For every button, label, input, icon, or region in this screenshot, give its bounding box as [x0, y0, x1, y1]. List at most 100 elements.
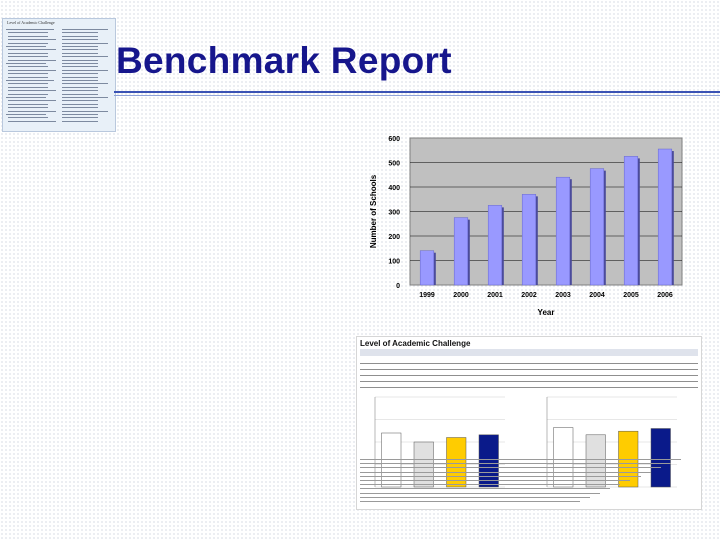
thumbnail-line — [8, 100, 56, 102]
bar-2003 — [555, 176, 571, 286]
thumbnail-line — [8, 35, 48, 37]
thumbnail-line — [62, 76, 98, 78]
report-text-line — [360, 488, 611, 490]
thumbnail-line — [8, 120, 56, 122]
thumbnail-line — [62, 114, 98, 115]
report-text-line — [360, 463, 671, 465]
slide-title: Benchmark Report — [116, 40, 452, 81]
thumbnail-line — [62, 32, 98, 34]
thumbnail-table — [6, 29, 112, 128]
thumbnail-line — [8, 32, 48, 34]
thumbnail-line — [8, 107, 48, 109]
bar-2002 — [521, 194, 537, 286]
thumbnail-line — [6, 114, 46, 115]
report-table-lines — [360, 359, 698, 389]
report-text-line — [360, 471, 651, 473]
thumbnail-line — [8, 90, 56, 92]
y-tick-label: 300 — [388, 210, 400, 217]
y-tick-label: 500 — [388, 161, 400, 168]
report-title: Level of Academic Challenge — [360, 339, 471, 348]
mini-bar — [381, 432, 402, 488]
mini-bar — [650, 428, 671, 488]
thumbnail-line — [62, 117, 98, 119]
thumbnail-line — [8, 86, 48, 88]
thumbnail-title: Level of Academic Challenge — [7, 20, 55, 25]
report-table-rule — [360, 381, 698, 382]
bar-2004 — [589, 168, 605, 286]
thumbnail-line — [62, 49, 98, 51]
thumbnail-line — [62, 66, 98, 68]
report-table-rule — [360, 387, 698, 388]
thumbnail-line — [8, 110, 56, 112]
thumbnail-line — [62, 86, 98, 88]
thumbnail-line — [8, 66, 48, 68]
thumbnail-line — [62, 80, 98, 81]
report-table-rule — [360, 369, 698, 370]
report-text-line — [360, 475, 641, 477]
y-tick-label: 200 — [388, 234, 400, 241]
thumbnail-line — [62, 97, 108, 98]
schools-by-year-chart: 0 100 200 300 400 500 600 1999 2000 2001 2002 2003 2… — [369, 136, 683, 317]
thumbnail-line — [62, 39, 98, 41]
thumbnail-line — [62, 107, 98, 109]
mini-bar — [478, 434, 499, 488]
thumbnail-line — [62, 29, 108, 30]
bar-1999 — [419, 250, 435, 286]
x-axis-label: Year — [538, 308, 555, 317]
thumbnail-line — [62, 42, 108, 44]
title-rule-thin — [114, 95, 720, 96]
thumbnail-line — [6, 46, 46, 47]
report-text-line — [360, 459, 682, 460]
y-tick-label: 400 — [388, 185, 400, 192]
senior-mini-chart — [546, 396, 677, 488]
bar-2000 — [453, 217, 469, 286]
x-tick-label: 1999 — [419, 292, 435, 299]
x-tick-label: 2001 — [487, 292, 503, 299]
x-tick-label: 2000 — [453, 292, 469, 299]
thumbnail-line — [62, 120, 98, 122]
thumbnail-line — [62, 63, 98, 64]
thumbnail-line — [62, 69, 108, 71]
thumbnail-line — [62, 90, 98, 92]
y-tick-label: 0 — [396, 283, 400, 290]
thumbnail-line — [8, 69, 56, 71]
thumbnail-line — [6, 63, 46, 64]
benchmark-thumbnail-image: Level of Academic Challenge — [2, 18, 116, 132]
report-table-rule — [360, 375, 698, 376]
bar-2005 — [623, 156, 639, 286]
thumbnail-line — [8, 73, 48, 75]
thumbnail-line — [8, 56, 48, 58]
thumbnail-line — [62, 35, 98, 37]
report-text-line — [360, 496, 590, 498]
report-text-lines — [360, 459, 698, 507]
report-text-line — [360, 467, 661, 469]
thumbnail-line — [62, 73, 98, 75]
thumbnail-line — [8, 83, 48, 85]
thumbnail-line — [8, 117, 48, 119]
thumbnail-line — [6, 97, 46, 98]
x-tick-label: 2005 — [623, 292, 639, 299]
first-year-mini-chart — [374, 396, 505, 488]
thumbnail-line — [62, 83, 108, 85]
thumbnail-line — [8, 52, 48, 54]
thumbnail-line — [6, 80, 54, 81]
thumbnail-line — [8, 49, 56, 51]
thumbnail-line — [8, 93, 48, 95]
mini-bar — [585, 434, 606, 488]
thumbnail-line — [62, 93, 98, 95]
report-text-line — [360, 480, 631, 481]
thumbnail-line — [62, 52, 98, 54]
thumbnail-line — [62, 46, 98, 47]
thumbnail-line — [62, 110, 108, 112]
thumbnail-line — [8, 103, 48, 105]
thumbnail-line — [62, 56, 108, 58]
y-axis-label: Number of Schools — [369, 174, 378, 248]
x-tick-label: 2003 — [555, 292, 571, 299]
bar-2001 — [487, 205, 503, 286]
title-rule — [114, 91, 720, 93]
thumbnail-line — [8, 42, 48, 44]
thumbnail-line — [62, 59, 98, 61]
x-tick-label: 2002 — [521, 292, 537, 299]
thumbnail-line — [8, 39, 56, 41]
report-header-band — [360, 349, 698, 356]
